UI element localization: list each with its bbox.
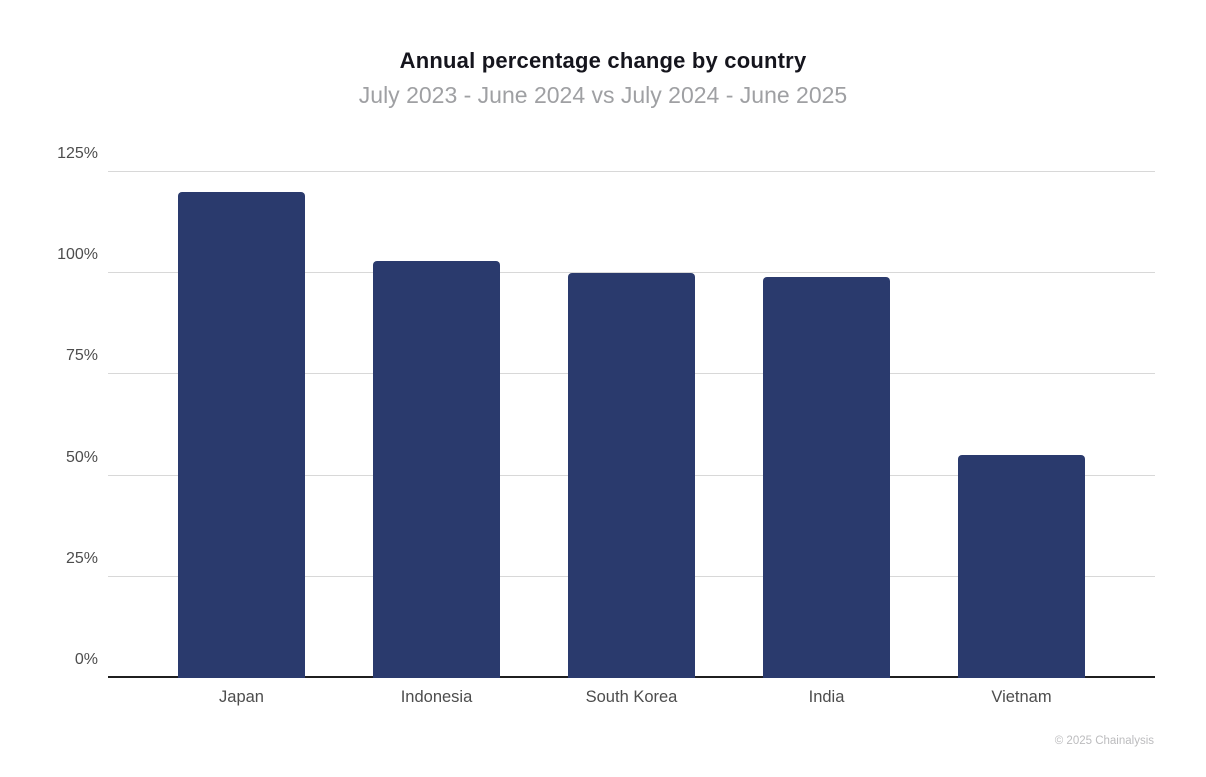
- gridline: [108, 272, 1155, 274]
- bar-india: [763, 277, 890, 678]
- y-tick-label: 75%: [65, 347, 98, 365]
- bars-container: [108, 172, 1155, 678]
- plot-area: 0% 25% 50% 75% 100% 125% Japan Indonesia South …: [57, 145, 1155, 706]
- x-tick-label-vietnam: Vietnam: [991, 688, 1052, 706]
- gridline: [108, 171, 1155, 172]
- x-tick-label-india: India: [808, 688, 845, 706]
- copyright-text: © 2025 Chainalysis: [1054, 735, 1154, 747]
- y-tick-label: 0%: [74, 651, 98, 668]
- x-tick-label-indonesia: Indonesia: [400, 688, 473, 706]
- bar-band: [534, 172, 729, 678]
- bar-vietnam: [958, 455, 1085, 678]
- bar-japan: [178, 192, 305, 678]
- chart-subtitle: July 2023 - June 2024 vs July 2024 - Jun…: [358, 82, 848, 108]
- bar-south-korea: [568, 273, 695, 678]
- x-tick-label-south-korea: South Korea: [585, 688, 678, 706]
- y-tick-label: 25%: [65, 549, 98, 567]
- bar-band: [339, 172, 534, 678]
- bar-indonesia: [373, 261, 500, 678]
- bar-band: [144, 172, 339, 678]
- chart-title: Annual percentage change by country: [399, 48, 807, 73]
- y-tick-label: 125%: [57, 145, 98, 162]
- bar-band: [924, 172, 1119, 678]
- x-tick-label-japan: Japan: [219, 688, 264, 706]
- x-axis-labels: Japan Indonesia South Korea India Vietnam: [108, 678, 1155, 707]
- y-tick-label: 100%: [57, 246, 98, 264]
- y-tick-label: 50%: [65, 448, 98, 466]
- bar-band: [729, 172, 924, 678]
